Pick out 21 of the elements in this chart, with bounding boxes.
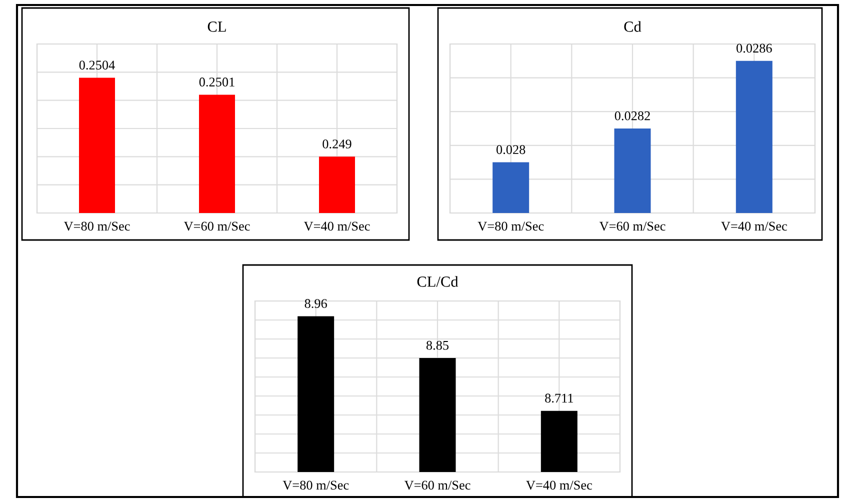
chart-title: CL/Cd	[417, 276, 458, 287]
data-label: 8.96	[304, 299, 327, 308]
data-label: 0.2501	[199, 78, 234, 87]
data-label: 8.711	[545, 394, 573, 403]
data-label: 0.0282	[614, 111, 650, 120]
x-tick-label: V=40 m/Sec	[526, 480, 592, 490]
data-label: 0.028	[496, 145, 526, 154]
x-tick-label: V=60 m/Sec	[184, 222, 250, 231]
x-tick-label: V=60 m/Sec	[404, 480, 470, 490]
data-label: 0.0286	[736, 44, 772, 53]
x-tick-label: V=80 m/Sec	[64, 222, 130, 231]
chart-title: CL	[208, 22, 226, 32]
data-label: 0.2504	[79, 60, 115, 70]
x-tick-label: V=60 m/Sec	[599, 222, 666, 231]
x-tick-label: V=40 m/Sec	[721, 222, 787, 231]
x-tick-label: V=80 m/Sec	[282, 480, 349, 490]
data-label: 8.85	[426, 340, 449, 350]
data-label: 0.249	[322, 140, 352, 148]
x-tick-label: V=80 m/Sec	[478, 222, 544, 231]
x-tick-label: V=40 m/Sec	[304, 222, 370, 231]
chart-title: Cd	[624, 21, 642, 32]
